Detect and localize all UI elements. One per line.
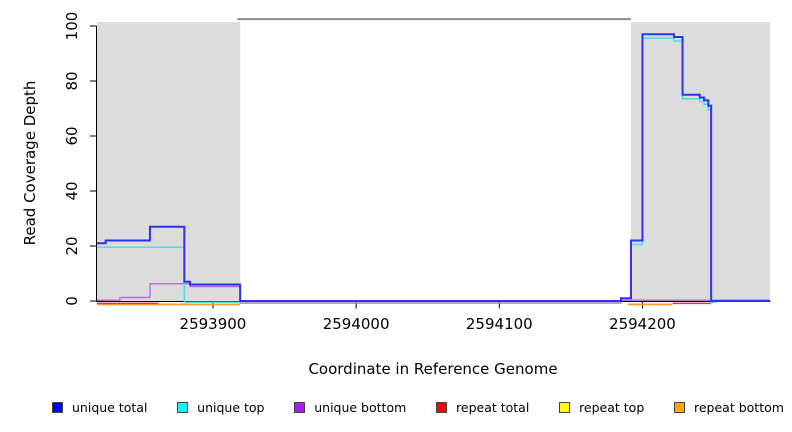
legend-swatch-icon: [559, 402, 571, 413]
legend-item-unique-top: unique top: [177, 400, 264, 415]
legend-label: unique total: [72, 400, 148, 415]
legend-label: repeat top: [579, 400, 645, 415]
shaded-region: [631, 22, 770, 301]
x-tick-label: 2594200: [609, 315, 676, 333]
legend-item-repeat-top: repeat top: [559, 400, 644, 415]
series-line-unique-total: [97, 33, 770, 302]
legend-label: unique top: [197, 400, 265, 415]
y-tick-label: 80: [63, 71, 81, 91]
legend-label: repeat total: [456, 400, 530, 415]
y-tick-label: 20: [63, 236, 81, 256]
shaded-region: [97, 22, 241, 301]
legend-swatch-icon: [436, 402, 448, 413]
legend-swatch-icon: [674, 402, 685, 413]
chart-legend: unique total unique top unique bottom repea…: [52, 400, 784, 415]
y-tick-label: 60: [63, 126, 81, 146]
legend-item-unique-bottom: unique bottom: [294, 400, 406, 415]
legend-swatch-icon: [294, 402, 306, 413]
legend-item-unique-total: unique total: [52, 400, 147, 415]
y-tick-label: 40: [63, 181, 81, 201]
legend-label: unique bottom: [314, 400, 407, 415]
x-axis-title: Coordinate in Reference Genome: [308, 360, 558, 378]
x-tick-label: 2593900: [179, 315, 247, 333]
y-tick-label: 0: [63, 296, 81, 306]
legend-label: repeat bottom: [694, 400, 784, 415]
legend-item-repeat-bottom: repeat bottom: [674, 400, 784, 415]
series-line-unique-top: [631, 37, 717, 303]
y-axis-title: Read Coverage Depth: [21, 80, 39, 246]
legend-swatch-icon: [177, 402, 189, 413]
y-tick-label: 100: [63, 11, 81, 41]
legend-item-repeat-total: repeat total: [436, 400, 529, 415]
x-tick-label: 2594100: [465, 315, 533, 333]
x-tick-label: 2594000: [322, 315, 390, 333]
legend-swatch-icon: [52, 402, 63, 413]
